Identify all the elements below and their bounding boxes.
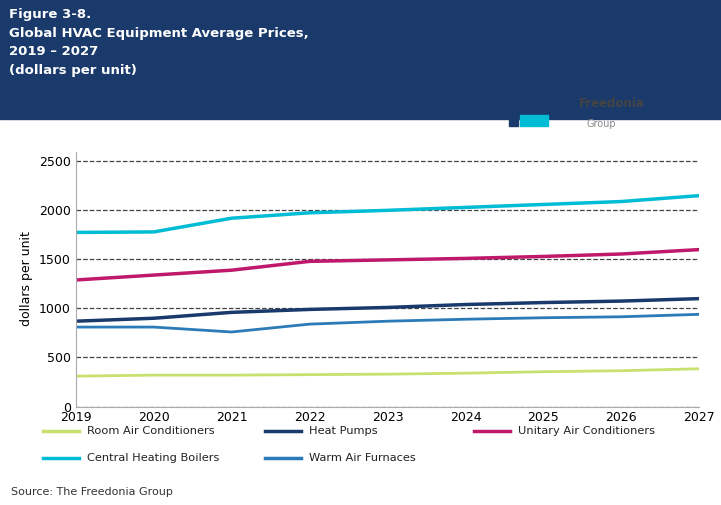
Bar [521,116,547,126]
Text: Central Heating Boilers: Central Heating Boilers [87,453,219,463]
Bar [508,95,518,126]
Text: Unitary Air Conditioners: Unitary Air Conditioners [518,426,655,436]
Text: Freedonia: Freedonia [579,97,645,110]
Text: Group: Group [586,119,616,129]
Text: Warm Air Furnaces: Warm Air Furnaces [309,453,416,463]
Text: Room Air Conditioners: Room Air Conditioners [87,426,215,436]
Text: Source: The Freedonia Group: Source: The Freedonia Group [11,487,173,497]
Text: Figure 3-8.
Global HVAC Equipment Average Prices,
2019 – 2027
(dollars per unit): Figure 3-8. Global HVAC Equipment Averag… [9,8,309,77]
Bar [508,95,547,108]
Y-axis label: dollars per unit: dollars per unit [20,232,33,326]
Text: Heat Pumps: Heat Pumps [309,426,378,436]
